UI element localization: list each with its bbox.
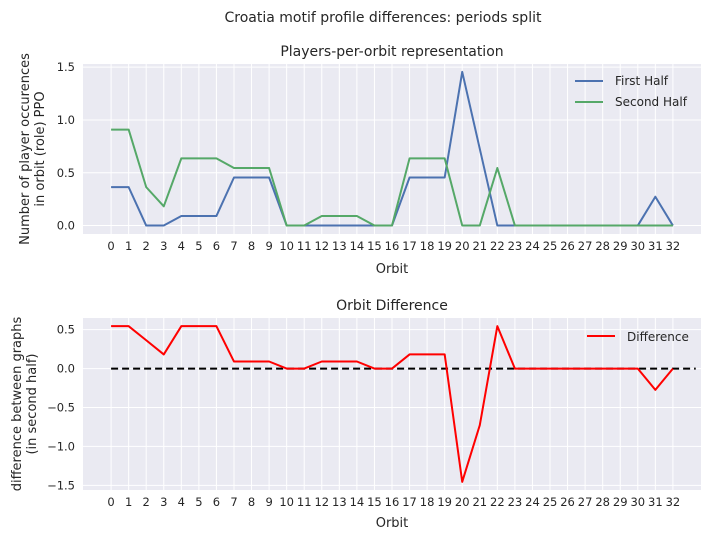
bottom-chart-ylabel-line1: difference between graphs (10, 316, 25, 491)
x-tick-label: 10 (279, 239, 294, 253)
x-tick-label: 14 (350, 239, 365, 253)
series-line-difference (111, 325, 674, 483)
x-tick-label: 6 (213, 495, 220, 509)
x-tick-label: 9 (265, 495, 272, 509)
y-tick-label: 0.0 (57, 219, 75, 233)
x-tick-label: 5 (195, 495, 202, 509)
x-tick-label: 1 (125, 239, 132, 253)
x-tick-label: 23 (508, 239, 523, 253)
x-tick-label: 22 (490, 495, 505, 509)
x-tick-label: 25 (543, 495, 558, 509)
y-tick-label: 1.5 (57, 60, 75, 74)
x-tick-label: 27 (578, 239, 593, 253)
x-tick-label: 18 (420, 495, 435, 509)
x-tick-label: 20 (455, 495, 470, 509)
x-tick-label: 13 (332, 495, 347, 509)
x-tick-label: 9 (265, 239, 272, 253)
x-tick-label: 0 (107, 495, 114, 509)
y-tick-label: 1.0 (57, 113, 75, 127)
x-tick-label: 0 (107, 239, 114, 253)
x-tick-label: 27 (578, 495, 593, 509)
legend-label-second-half: Second Half (615, 95, 688, 109)
x-tick-label: 3 (160, 495, 167, 509)
x-tick-label: 26 (560, 239, 575, 253)
y-tick-label: 0.0 (57, 362, 75, 376)
y-tick-label: 0.5 (57, 323, 75, 337)
x-tick-label: 32 (666, 495, 681, 509)
bottom-chart-xlabel: Orbit (376, 516, 409, 531)
x-tick-label: 7 (230, 495, 237, 509)
x-tick-label: 18 (420, 239, 435, 253)
x-tick-label: 22 (490, 239, 505, 253)
y-tick-label: 0.5 (57, 166, 75, 180)
bottom-chart-ylabel-line2: (in second half) (25, 353, 40, 454)
x-tick-label: 11 (297, 239, 312, 253)
x-tick-label: 6 (213, 239, 220, 253)
x-tick-label: 19 (437, 239, 452, 253)
x-tick-label: 28 (595, 239, 610, 253)
x-tick-label: 15 (367, 239, 382, 253)
x-tick-label: 20 (455, 239, 470, 253)
x-tick-label: 19 (437, 495, 452, 509)
top-chart-legend: First Half Second Half (575, 74, 688, 109)
x-tick-label: 11 (297, 495, 312, 509)
x-tick-label: 31 (648, 495, 663, 509)
x-tick-label: 16 (385, 239, 400, 253)
x-tick-label: 2 (143, 495, 150, 509)
top-chart: Players-per-orbit representation Orbit N… (18, 44, 701, 277)
bottom-chart-legend: Difference (587, 330, 689, 344)
x-tick-label: 32 (666, 239, 681, 253)
top-chart-xlabel: Orbit (376, 262, 409, 277)
figure-suptitle: Croatia motif profile differences: perio… (225, 10, 542, 26)
legend-label-first-half: First Half (615, 74, 669, 88)
top-chart-title: Players-per-orbit representation (280, 44, 503, 60)
x-tick-label: 13 (332, 239, 347, 253)
y-tick-label: −1.0 (47, 439, 75, 453)
series-line-second-half (111, 128, 673, 227)
x-tick-label: 21 (472, 495, 487, 509)
x-tick-label: 21 (472, 239, 487, 253)
x-tick-label: 15 (367, 495, 382, 509)
x-tick-label: 30 (630, 495, 645, 509)
x-tick-label: 8 (248, 495, 255, 509)
x-tick-label: 23 (508, 495, 523, 509)
x-tick-label: 10 (279, 495, 294, 509)
x-tick-label: 2 (143, 239, 150, 253)
x-tick-label: 30 (630, 239, 645, 253)
x-tick-label: 31 (648, 239, 663, 253)
x-tick-label: 14 (350, 495, 365, 509)
x-tick-label: 17 (402, 239, 417, 253)
y-tick-label: −1.5 (47, 478, 75, 492)
x-tick-label: 12 (314, 495, 329, 509)
x-tick-label: 17 (402, 495, 417, 509)
x-tick-label: 4 (178, 495, 185, 509)
x-tick-label: 3 (160, 239, 167, 253)
x-tick-label: 24 (525, 239, 540, 253)
y-tick-label: −0.5 (47, 401, 75, 415)
x-tick-label: 28 (595, 495, 610, 509)
x-tick-label: 5 (195, 239, 202, 253)
x-tick-label: 8 (248, 239, 255, 253)
x-tick-label: 1 (125, 495, 132, 509)
x-tick-label: 16 (385, 495, 400, 509)
bottom-chart: Orbit Difference Orbit difference betwee… (10, 298, 701, 531)
x-tick-label: 24 (525, 495, 540, 509)
x-tick-label: 29 (613, 239, 628, 253)
x-tick-label: 25 (543, 239, 558, 253)
legend-label-difference: Difference (627, 330, 689, 344)
x-tick-label: 26 (560, 495, 575, 509)
top-chart-ylabel-line2: in orbit (role) PPO (33, 91, 48, 206)
x-tick-label: 4 (178, 239, 185, 253)
x-tick-label: 7 (230, 239, 237, 253)
top-chart-ylabel-line1: Number of player occurences (18, 53, 33, 245)
x-tick-label: 29 (613, 495, 628, 509)
x-tick-label: 12 (314, 239, 329, 253)
bottom-chart-title: Orbit Difference (336, 298, 448, 314)
